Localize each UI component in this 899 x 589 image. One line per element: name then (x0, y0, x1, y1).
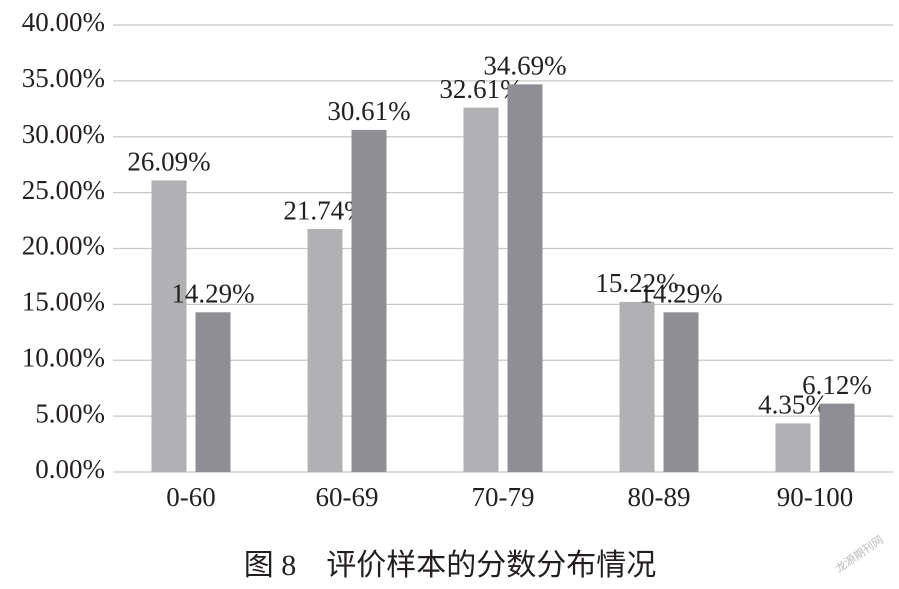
x-tick-label: 80-89 (628, 482, 691, 512)
y-tick-label: 5.00% (35, 398, 105, 428)
x-tick-label: 60-69 (316, 482, 379, 512)
y-tick-label: 0.00% (35, 454, 105, 484)
watermark: 龙源期刊网 (833, 532, 886, 575)
y-tick-label: 20.00% (22, 231, 105, 261)
bar (819, 403, 855, 472)
y-tick-label: 15.00% (22, 287, 105, 317)
value-label: 4.35% (758, 390, 828, 420)
bar (351, 129, 387, 473)
bar (775, 423, 811, 472)
value-label: 14.29% (639, 279, 722, 309)
bar (151, 180, 187, 472)
bar (507, 84, 543, 473)
y-tick-label: 25.00% (22, 175, 105, 205)
value-label: 15.22% (595, 268, 678, 298)
bar (619, 301, 655, 472)
bar (663, 312, 699, 472)
value-label: 34.69% (483, 51, 566, 81)
y-tick-label: 30.00% (22, 119, 105, 149)
value-label: 30.61% (327, 96, 410, 126)
bar (463, 107, 499, 472)
value-label: 14.29% (171, 279, 254, 309)
y-tick-label: 35.00% (22, 63, 105, 93)
y-tick-label: 10.00% (22, 342, 105, 372)
chart-title: 图 8 评价样本的分数分布情况 (244, 549, 657, 582)
value-label: 6.12% (802, 370, 872, 400)
bar (307, 229, 343, 472)
value-label: 26.09% (127, 147, 210, 177)
x-tick-label: 0-60 (166, 482, 216, 512)
x-tick-label: 70-79 (472, 482, 535, 512)
x-tick-label: 90-100 (777, 482, 854, 512)
y-tick-label: 40.00% (22, 7, 105, 37)
bar (195, 312, 231, 472)
